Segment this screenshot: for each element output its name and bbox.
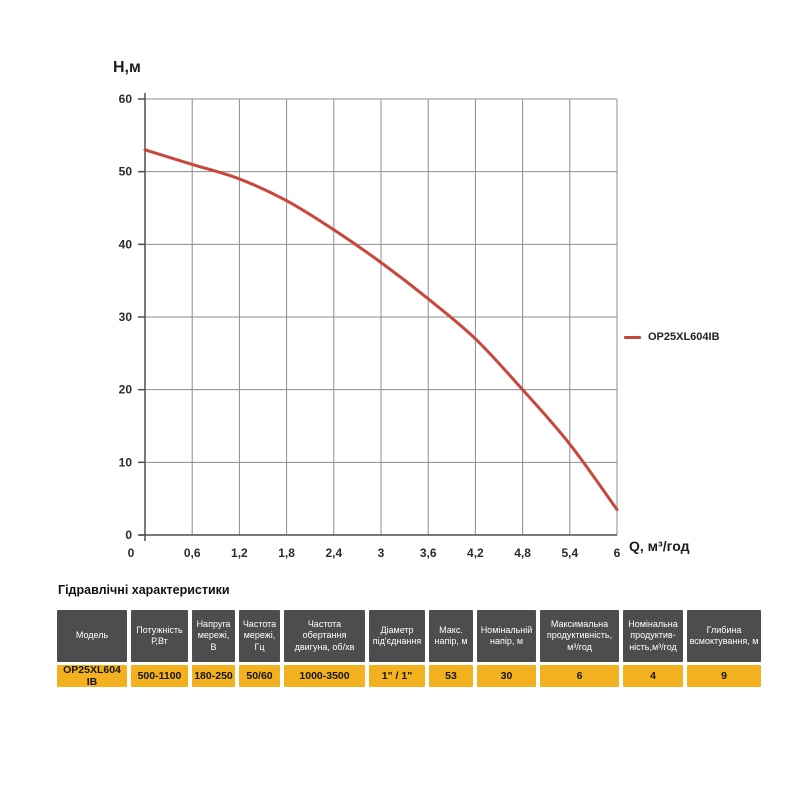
y-tick-label: 60 [119,92,133,106]
x-tick-label: 0,6 [184,546,201,560]
table-value-cell: 4 [623,665,683,687]
table-value-cell: 53 [429,665,473,687]
y-tick-label: 50 [119,165,133,179]
y-tick-label: 10 [119,455,133,469]
table-value-cell: 500-1100 [131,665,188,687]
table-title: Гідравлічні характеристики [58,583,230,597]
y-tick-label: 40 [119,237,133,251]
table-column: Глибина всмоктування, м 9 [687,610,761,687]
table-header-cell: Потужність Р,Вт [131,610,188,662]
table-value-cell: 50/60 [239,665,280,687]
table-header-cell: Частота мережі, Гц [239,610,280,662]
table-column: Номінальна продуктив-ність,м³/год 4 [623,610,683,687]
table-header-cell: Напруга мережі, В [192,610,235,662]
characteristics-table: Модель OP25XL604 IB Потужність Р,Вт 500-110… [57,610,761,688]
table-column: Частота обертання двигуна, об/хв 1000-350… [284,610,365,687]
legend: OP25XL604IB [624,331,720,343]
table-header-cell: Макс. напір, м [429,610,473,662]
table-column: Номінальній напір, м 30 [477,610,536,687]
x-tick-label: 4,2 [467,546,484,560]
table-column: Максимальна продуктивність, м³/год 6 [540,610,619,687]
table-header-cell: Частота обертання двигуна, об/хв [284,610,365,662]
table-value-cell: OP25XL604 IB [57,664,127,688]
table-header-cell: Номінальна продуктив-ність,м³/год [623,610,683,662]
x-tick-label: 6 [614,546,621,560]
table-value-cell: 9 [687,665,761,687]
y-axis-title: H,м [113,59,141,76]
x-tick-label: 4,8 [514,546,531,560]
legend-label: OP25XL604IB [648,331,720,343]
x-tick-label: 0 [128,546,135,560]
table-value-cell: 1" / 1" [369,665,425,687]
table-column: Макс. напір, м 53 [429,610,473,687]
table-header-cell: Модель [57,610,127,662]
table-header-cell: Глибина всмоктування, м [687,610,761,662]
legend-line-swatch [624,335,641,339]
x-tick-label: 1,2 [231,546,248,560]
table-column: Напруга мережі, В 180-250 [192,610,235,687]
table-header-cell: Діаметр під'єднання [369,610,425,662]
x-axis-title: Q, м³/год [629,538,690,554]
table-value-cell: 6 [540,665,619,687]
table-column: Частота мережі, Гц 50/60 [239,610,280,687]
x-tick-label: 2,4 [325,546,342,560]
table-column: Потужність Р,Вт 500-1100 [131,610,188,687]
table-column: Діаметр під'єднання 1" / 1" [369,610,425,687]
x-tick-label: 5,4 [561,546,578,560]
y-tick-label: 30 [119,310,133,324]
table-header-cell: Максимальна продуктивність, м³/год [540,610,619,662]
pump-curve-plot: 0 10 20 30 40 50 60 0 0,6 1,2 1,8 2,4 3 3,6 4,2 4,8 5,4 6 [119,92,621,560]
table-header-cell: Номінальній напір, м [477,610,536,662]
y-tick-label: 0 [125,528,132,542]
x-tick-label: 1,8 [278,546,295,560]
table-value-cell: 30 [477,665,536,687]
table-value-cell: 1000-3500 [284,665,365,687]
table-value-cell: 180-250 [192,665,235,687]
x-tick-label: 3 [378,546,385,560]
y-tick-label: 20 [119,383,133,397]
table-column: Модель OP25XL604 IB [57,610,127,688]
x-tick-label: 3,6 [420,546,437,560]
series-curve [143,148,619,512]
